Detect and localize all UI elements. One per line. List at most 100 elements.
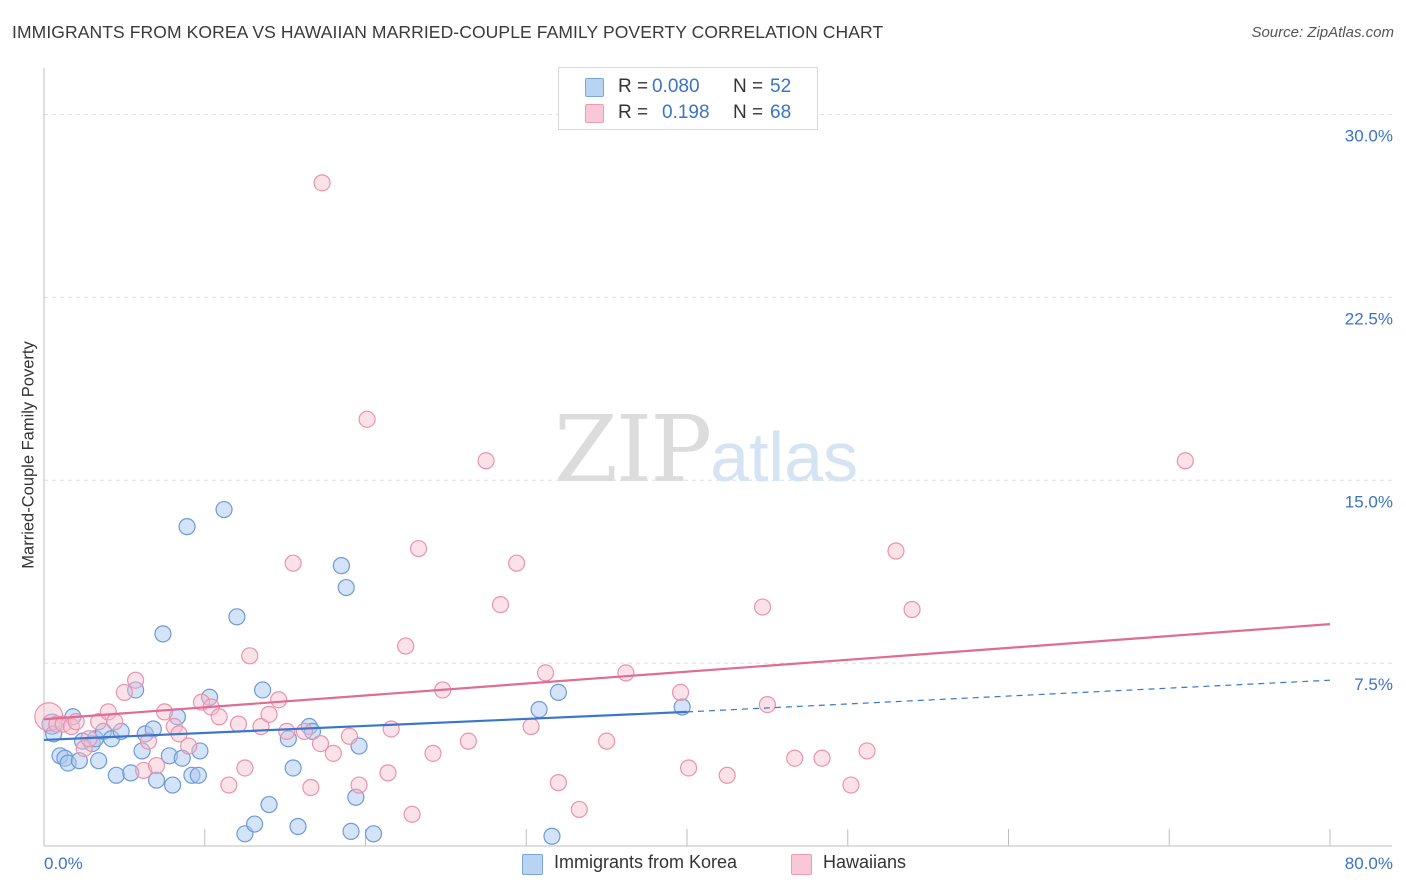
hawaiians-point xyxy=(147,756,166,775)
korea-point xyxy=(122,764,140,782)
y-axis-label: Married-Couple Family Poverty xyxy=(19,341,38,569)
hawaiians-point xyxy=(753,598,772,616)
watermark: ZIPatlas xyxy=(554,404,858,496)
hawaiians-point xyxy=(236,759,254,777)
hawaiians-point xyxy=(241,647,259,665)
bottom-legend-label-korea: Immigrants from Korea xyxy=(554,852,738,872)
legend-n-label: N = xyxy=(733,102,764,123)
korea-point xyxy=(215,500,233,519)
hawaiians-point xyxy=(75,739,93,758)
korea-point xyxy=(530,700,548,719)
legend-n-value: 68 xyxy=(770,102,792,123)
hawaiians-point xyxy=(210,708,228,726)
hawaiians-point xyxy=(424,744,442,762)
grid-lines xyxy=(44,114,1392,664)
hawaiians-point xyxy=(887,542,905,560)
korea-point xyxy=(189,766,207,784)
hawaiians-point xyxy=(284,554,302,572)
hawaiians-point xyxy=(260,705,278,723)
hawaiians-point xyxy=(62,717,80,736)
korea-point xyxy=(191,742,209,760)
legend-r-label: R = xyxy=(618,76,649,97)
bottom-legend-label-hawaiians: Hawaiians xyxy=(823,852,907,872)
legend-r-value: 0.198 xyxy=(662,102,710,123)
hawaiians-point xyxy=(295,722,314,741)
hawaiians-point xyxy=(135,761,153,780)
hawaiians-point xyxy=(229,715,248,733)
hawaiians-point xyxy=(278,722,296,741)
legend-r-label: R = xyxy=(618,102,649,123)
hawaiians-point xyxy=(842,776,860,794)
korea-point xyxy=(164,776,182,794)
hawaiians-point xyxy=(302,778,320,797)
stats-legend: R = 0.080 N = 52 R = 0.198 N = 68 xyxy=(558,67,818,130)
hawaiians-point xyxy=(127,671,145,689)
hawaiians-point xyxy=(903,600,921,619)
hawaiians-point xyxy=(813,749,831,767)
y-tick-label: 7.5% xyxy=(1354,675,1393,694)
korea-point xyxy=(228,608,246,626)
korea-point xyxy=(342,822,360,840)
legend-swatch-korea xyxy=(585,78,604,97)
korea-point xyxy=(245,815,264,833)
korea-point xyxy=(284,759,302,777)
korea-point xyxy=(133,742,151,760)
y-tick-label: 22.5% xyxy=(1345,309,1393,328)
axes xyxy=(43,68,1392,847)
hawaiians-point xyxy=(491,596,510,614)
korea-point xyxy=(147,771,166,789)
hawaiians-point xyxy=(459,732,477,750)
hawaiians-point xyxy=(48,715,66,733)
hawaiians-point xyxy=(379,764,397,782)
hawaiians-point xyxy=(786,749,804,767)
hawaiians-point xyxy=(180,737,198,755)
hawaiians-point xyxy=(220,776,238,794)
y-tick-labels: 7.5% 15.0% 22.5% 30.0% xyxy=(1345,127,1393,695)
bottom-legend-swatch-hawaiians xyxy=(791,854,812,875)
hawaiians-point xyxy=(508,554,526,572)
hawaiians-point xyxy=(324,744,342,762)
hawaiians-point xyxy=(99,703,117,721)
hawaiians-point xyxy=(522,717,540,736)
korea-point xyxy=(332,557,350,575)
hawaiians-point xyxy=(598,732,616,750)
hawaiians-trend-line xyxy=(43,623,1331,721)
korea-point xyxy=(154,625,172,643)
hawaiians-point xyxy=(115,683,133,702)
hawaiians-point xyxy=(270,691,288,709)
hawaiians-point xyxy=(858,742,876,760)
source-label: Source: ZipAtlas.com xyxy=(1251,24,1394,41)
hawaiians-point xyxy=(718,766,736,784)
hawaiians-point xyxy=(106,713,124,731)
legend-n-label: N = xyxy=(733,76,764,97)
hawaiians-point xyxy=(536,664,555,682)
hawaiians-point xyxy=(680,759,698,777)
hawaiians-point xyxy=(139,732,158,750)
hawaiians-point xyxy=(155,703,174,721)
x-tick-label: 80.0% xyxy=(1345,854,1393,873)
watermark-zip: ZIP xyxy=(554,396,712,503)
korea-point xyxy=(178,518,196,536)
trend-lines xyxy=(43,623,1331,742)
hawaiians-point xyxy=(340,727,359,745)
bottom-legend-swatch-korea xyxy=(522,854,543,875)
legend-n-value: 52 xyxy=(770,76,792,97)
x-tick-labels: 0.0% 80.0% xyxy=(44,854,1393,873)
hawaiians-point xyxy=(409,539,428,558)
legend-r-value: 0.080 xyxy=(652,76,700,97)
y-tick-label: 30.0% xyxy=(1345,127,1393,146)
hawaiians-point xyxy=(549,774,568,792)
hawaiians-point xyxy=(1176,452,1194,470)
korea-point xyxy=(260,795,278,814)
korea-point xyxy=(543,827,561,845)
korea-point xyxy=(289,817,307,836)
y-tick-label: 15.0% xyxy=(1345,492,1393,511)
chart-title: IMMIGRANTS FROM KOREA VS HAWAIIAN MARRIE… xyxy=(12,22,884,42)
hawaiians-point xyxy=(617,664,635,682)
korea-trend-line xyxy=(43,710,688,742)
hawaiians-point xyxy=(358,410,376,428)
korea-point xyxy=(107,766,125,784)
hawaiians-point xyxy=(758,695,776,714)
hawaiians-point xyxy=(397,637,415,655)
